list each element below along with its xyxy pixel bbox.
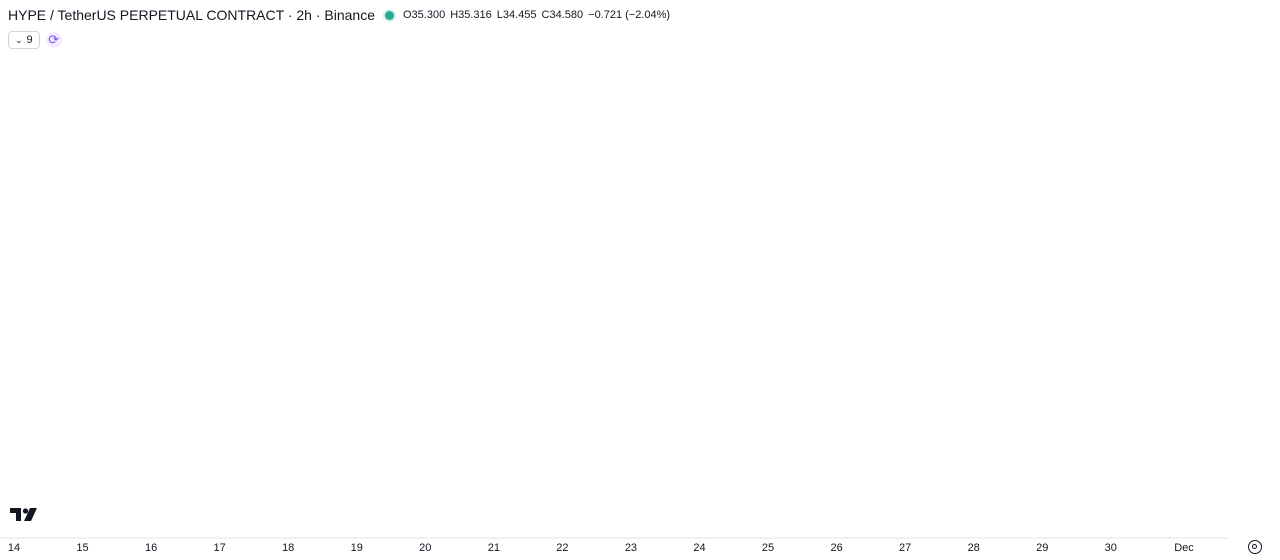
ohlc-values: O35.300 H35.316 L34.455 C34.580 −0.721 (… — [403, 9, 670, 21]
refresh-icon[interactable]: ⟳ — [45, 32, 62, 48]
market-status-icon — [384, 10, 394, 20]
time-tick-label: 28 — [968, 542, 980, 554]
time-tick-label: 15 — [76, 542, 88, 554]
low-value: L34.455 — [496, 9, 537, 21]
indicators-toggle-button[interactable]: ⌄ 9 — [8, 31, 40, 49]
time-tick-label: 22 — [556, 542, 568, 554]
close-value: C34.580 — [541, 9, 584, 21]
time-tick-label: 17 — [214, 542, 226, 554]
chevron-down-icon: ⌄ — [15, 34, 23, 45]
open-value: O35.300 — [402, 9, 446, 21]
time-tick-label: 23 — [625, 542, 637, 554]
time-tick-label: 26 — [830, 542, 842, 554]
time-tick-label: 14 — [8, 542, 20, 554]
time-tick-label: 25 — [762, 542, 774, 554]
time-tick-label: 20 — [419, 542, 431, 554]
indicators-count: 9 — [26, 34, 33, 46]
chart-header: HYPE / TetherUS PERPETUAL CONTRACT · 2h … — [8, 7, 670, 23]
time-tick-label: 30 — [1105, 542, 1117, 554]
time-tick-label: 19 — [351, 542, 363, 554]
time-tick-label: 29 — [1036, 542, 1048, 554]
time-tick-label: 18 — [282, 542, 294, 554]
indicators-bar: ⌄ 9 ⟳ — [8, 31, 62, 49]
tradingview-logo-icon — [10, 508, 37, 521]
time-tick-label: 24 — [693, 542, 705, 554]
time-tick-label: 27 — [899, 542, 911, 554]
change-value: −0.721 (−2.04%) — [588, 9, 671, 21]
symbol-title[interactable]: HYPE / TetherUS PERPETUAL CONTRACT · 2h … — [8, 7, 375, 23]
price-axis-bg — [1228, 0, 1280, 560]
time-tick-label: 21 — [488, 542, 500, 554]
high-value: H35.316 — [450, 9, 492, 21]
time-tick-label: 16 — [145, 542, 157, 554]
settings-gear-icon[interactable] — [1248, 540, 1262, 554]
time-tick-label: Dec — [1174, 542, 1194, 554]
